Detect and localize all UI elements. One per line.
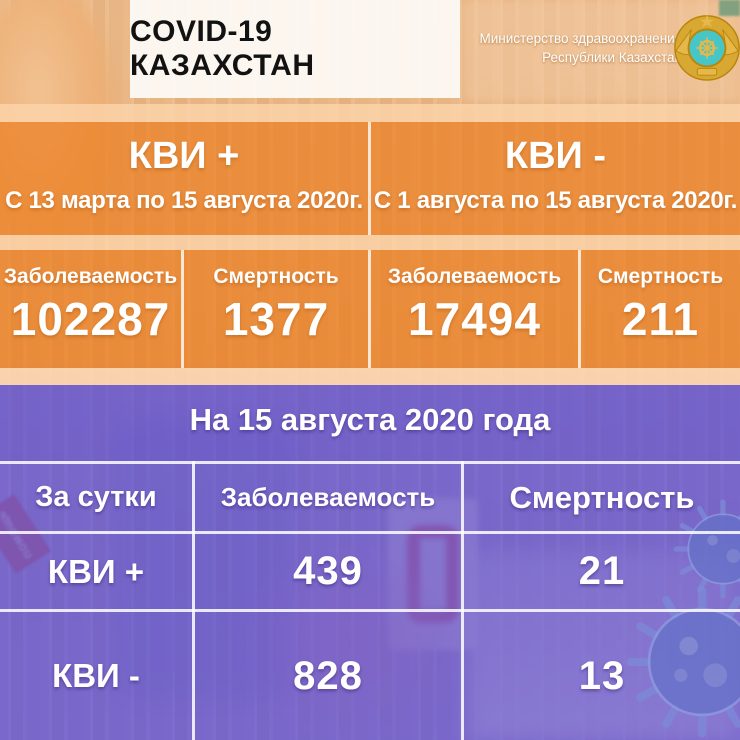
kazakhstan-emblem-icon xyxy=(674,14,740,81)
column-header-period: За сутки xyxy=(35,481,157,513)
stat-deaths-negative: Смертность 211 xyxy=(581,250,740,368)
kvi-negative-block: КВИ - С 1 августа по 15 августа 2020г. xyxy=(371,122,740,235)
stat-label: Смертность xyxy=(213,265,339,288)
row-kvi-negative-label: КВИ - xyxy=(52,657,140,694)
stats-divider-1 xyxy=(181,250,184,368)
ministry-label: Министерство здравоохранения Республики … xyxy=(462,29,683,67)
table-column-divider-1 xyxy=(192,461,195,740)
row-kvi-positive-cases: 439 xyxy=(293,549,363,593)
kvi-positive-label: КВИ + xyxy=(128,135,240,177)
stat-deaths-total: Смертность 1377 xyxy=(184,250,368,368)
stat-cases-negative: Заболеваемость 17494 xyxy=(371,250,578,368)
stat-value: 17494 xyxy=(408,293,541,345)
stat-value: 1377 xyxy=(222,293,330,345)
ministry-line1: Министерство здравоохранения xyxy=(479,31,683,46)
wall-sign xyxy=(719,0,740,16)
divider-strip-3 xyxy=(0,368,740,385)
stat-label: Смертность xyxy=(597,265,724,288)
row-kvi-positive-deaths: 21 xyxy=(578,549,626,593)
table-line-top xyxy=(0,461,740,464)
kvi-divider xyxy=(368,122,371,235)
column-header-cases: Заболеваемость xyxy=(220,482,436,512)
stat-value: 211 xyxy=(621,293,700,345)
title-banner: COVID-19 КАЗАХСТАН xyxy=(130,0,460,98)
daily-title-band xyxy=(0,385,740,462)
row-kvi-positive-label: КВИ + xyxy=(47,552,145,590)
page-title: COVID-19 КАЗАХСТАН xyxy=(130,15,315,82)
stat-label: Заболеваемость xyxy=(387,265,562,288)
kvi-negative-period: С 1 августа по 15 августа 2020г. xyxy=(373,187,738,214)
table-line-mid2 xyxy=(0,609,740,612)
stats-divider-2 xyxy=(368,250,371,368)
coronavirus-icon xyxy=(626,586,740,738)
kvi-positive-block: КВИ + С 13 марта по 15 августа 2020г. xyxy=(0,122,368,235)
stats-divider-3 xyxy=(578,250,581,368)
column-header-deaths: Смертность xyxy=(509,479,695,515)
kvi-positive-period: С 13 марта по 15 августа 2020г. xyxy=(5,187,363,214)
ministry-line2: Республики Казахстан xyxy=(542,50,682,65)
table-column-divider-2 xyxy=(461,461,464,740)
daily-title: На 15 августа 2020 года xyxy=(189,402,551,437)
kvi-negative-label: КВИ - xyxy=(504,135,607,177)
divider-strip-1 xyxy=(0,104,740,122)
table-line-mid1 xyxy=(0,531,740,534)
row-kvi-negative-cases: 828 xyxy=(293,653,363,698)
stat-value: 102287 xyxy=(10,293,171,345)
divider-strip-2 xyxy=(0,235,740,250)
row-kvi-negative-deaths: 13 xyxy=(578,653,626,698)
stat-label: Заболеваемость xyxy=(3,265,178,288)
stat-cases-total: Заболеваемость 102287 xyxy=(0,250,181,368)
daily-table-band xyxy=(0,462,740,740)
